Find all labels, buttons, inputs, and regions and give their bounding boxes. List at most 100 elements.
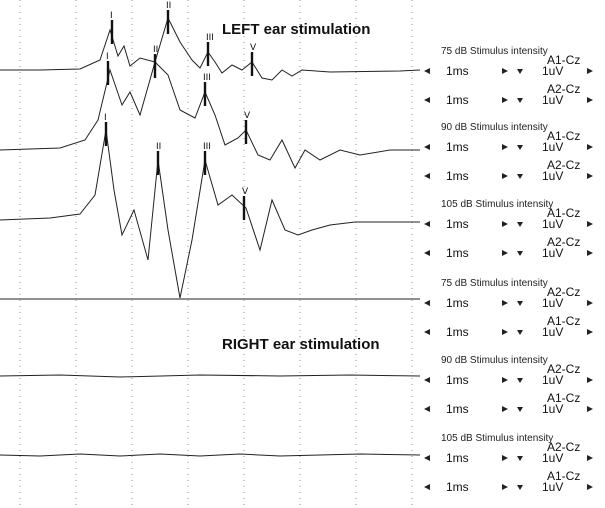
channel-label: A2-Cz [547,362,580,376]
gain-value[interactable]: 1uV [542,64,563,78]
time-base-value[interactable]: 1ms [446,451,469,465]
time-base-value[interactable]: 1ms [446,217,469,231]
arrow-right-icon[interactable] [502,455,508,461]
arrow-right-icon[interactable] [587,250,593,256]
peak-label: II [156,142,161,152]
channel-label: A2-Cz [547,285,580,299]
time-base-value[interactable]: 1ms [446,140,469,154]
arrow-down-icon[interactable] [517,407,523,412]
time-base-value[interactable]: 1ms [446,169,469,183]
arrow-down-icon[interactable] [517,222,523,227]
arrow-left-icon[interactable] [424,97,430,103]
gain-value[interactable]: 1uV [542,373,563,387]
gain-value[interactable]: 1uV [542,296,563,310]
arrow-down-icon[interactable] [517,301,523,306]
arrow-right-icon[interactable] [587,221,593,227]
peak-label: V [250,43,257,53]
peak-label: V [242,187,249,197]
gain-value[interactable]: 1uV [542,140,563,154]
time-base-value[interactable]: 1ms [446,93,469,107]
arrow-left-icon[interactable] [424,406,430,412]
arrow-right-icon[interactable] [587,377,593,383]
time-base-value[interactable]: 1ms [446,480,469,494]
arrow-down-icon[interactable] [517,378,523,383]
arrow-down-icon[interactable] [517,145,523,150]
peak-label: III [203,73,211,83]
arrow-right-icon[interactable] [502,221,508,227]
arrow-right-icon[interactable] [502,250,508,256]
peak-label: I [106,52,109,62]
arrow-right-icon[interactable] [587,300,593,306]
arrow-left-icon[interactable] [424,144,430,150]
right-ear-title: RIGHT ear stimulation [222,336,380,353]
gain-value[interactable]: 1uV [542,169,563,183]
arrow-right-icon[interactable] [587,484,593,490]
arrow-left-icon[interactable] [424,221,430,227]
gain-value[interactable]: 1uV [542,451,563,465]
trace-line-5 [0,374,421,378]
channel-label: A1-Cz [547,469,580,483]
arrow-down-icon[interactable] [517,251,523,256]
arrow-right-icon[interactable] [502,173,508,179]
left-ear-title: LEFT ear stimulation [222,21,370,38]
peak-label: I [110,11,113,21]
channel-label: A2-Cz [547,82,580,96]
stimulus-intensity-label: 90 dB Stimulus intensity [441,122,548,133]
arrow-right-icon[interactable] [502,68,508,74]
time-base-value[interactable]: 1ms [446,296,469,310]
arrow-left-icon[interactable] [424,455,430,461]
arrow-right-icon[interactable] [587,97,593,103]
time-base-value[interactable]: 1ms [446,402,469,416]
arrow-right-icon[interactable] [587,68,593,74]
gain-value[interactable]: 1uV [542,480,563,494]
arrow-down-icon[interactable] [517,456,523,461]
time-base-value[interactable]: 1ms [446,325,469,339]
gain-value[interactable]: 1uV [542,217,563,231]
gain-value[interactable]: 1uV [542,246,563,260]
channel-label: A1-Cz [547,314,580,328]
channel-label: A2-Cz [547,440,580,454]
trace-line-3 [0,129,420,299]
time-base-value[interactable]: 1ms [446,246,469,260]
gain-value[interactable]: 1uV [542,325,563,339]
trace-line-6 [0,453,421,457]
stimulus-intensity-label: 105 dB Stimulus intensity [441,199,553,210]
time-base-value[interactable]: 1ms [446,64,469,78]
arrow-right-icon[interactable] [587,329,593,335]
stimulus-intensity-label: 75 dB Stimulus intensity [441,278,548,289]
channel-label: A1-Cz [547,206,580,220]
arrow-left-icon[interactable] [424,173,430,179]
arrow-right-icon[interactable] [502,377,508,383]
channel-label: A1-Cz [547,129,580,143]
gain-value[interactable]: 1uV [542,402,563,416]
arrow-right-icon[interactable] [587,173,593,179]
arrow-right-icon[interactable] [502,97,508,103]
arrow-down-icon[interactable] [517,485,523,490]
arrow-left-icon[interactable] [424,250,430,256]
trace-line-1 [0,16,421,81]
arrow-left-icon[interactable] [424,300,430,306]
arrow-right-icon[interactable] [502,144,508,150]
arrow-right-icon[interactable] [587,455,593,461]
gain-value[interactable]: 1uV [542,93,563,107]
peak-label: I [104,113,107,123]
arrow-right-icon[interactable] [502,484,508,490]
arrow-right-icon[interactable] [502,329,508,335]
arrow-down-icon[interactable] [517,98,523,103]
arrow-down-icon[interactable] [517,69,523,74]
arrow-down-icon[interactable] [517,174,523,179]
arrow-right-icon[interactable] [587,406,593,412]
arrow-right-icon[interactable] [587,144,593,150]
arrow-right-icon[interactable] [502,406,508,412]
stimulus-intensity-label: 75 dB Stimulus intensity [441,46,548,57]
arrow-left-icon[interactable] [424,329,430,335]
arrow-left-icon[interactable] [424,68,430,74]
arrow-left-icon[interactable] [424,377,430,383]
arrow-left-icon[interactable] [424,484,430,490]
arrow-right-icon[interactable] [502,300,508,306]
time-base-value[interactable]: 1ms [446,373,469,387]
arrow-down-icon[interactable] [517,330,523,335]
